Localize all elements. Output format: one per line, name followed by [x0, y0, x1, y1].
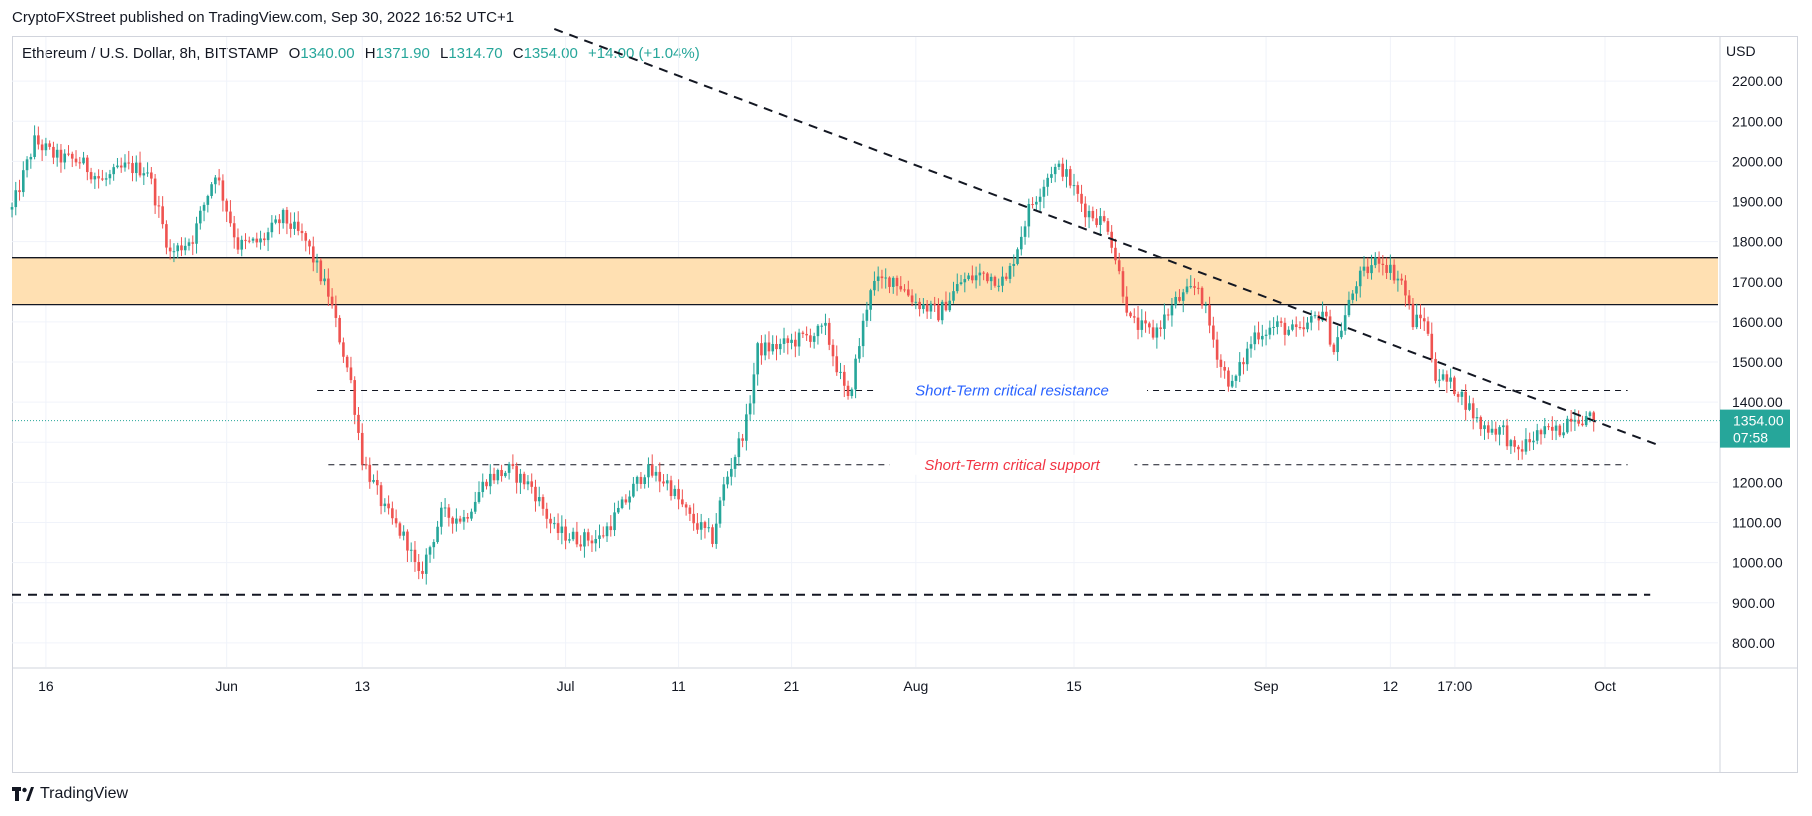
- low-value: 1314.70: [448, 45, 503, 62]
- change-value: +14.00 (+1.04%): [587, 45, 700, 62]
- open-label: O: [288, 45, 301, 62]
- low-label: L: [439, 45, 449, 62]
- currency-label: USD: [1726, 43, 1756, 59]
- ohlc-legend: Ethereum / U.S. Dollar, 8h, BITSTAMP O13…: [22, 45, 700, 62]
- high-label: H: [364, 45, 376, 62]
- close-value: 1354.00: [523, 45, 578, 62]
- tradingview-logo-icon: [12, 787, 34, 801]
- symbol-title: Ethereum / U.S. Dollar, 8h, BITSTAMP: [22, 45, 279, 62]
- close-label: C: [512, 45, 524, 62]
- open-value: 1340.00: [300, 45, 355, 62]
- footer: TradingView: [12, 785, 128, 803]
- footer-brand: TradingView: [40, 785, 129, 802]
- high-value: 1371.90: [375, 45, 430, 62]
- publisher-line: CryptoFXStreet published on TradingView.…: [12, 9, 515, 26]
- chart-frame: [12, 36, 1798, 773]
